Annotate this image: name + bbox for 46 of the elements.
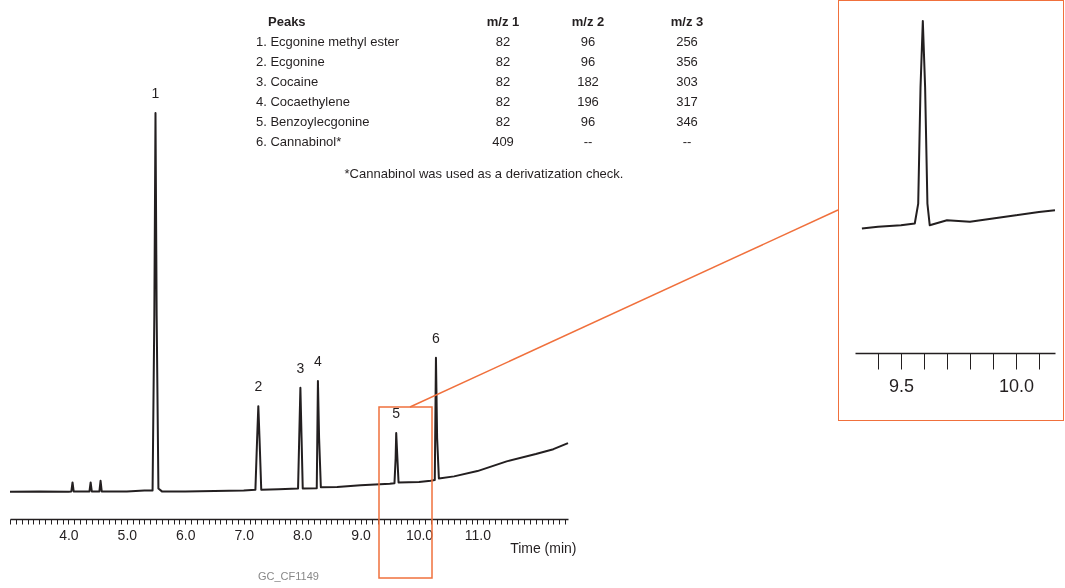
text: -- bbox=[682, 134, 692, 149]
x-tick-label: 6.0 bbox=[176, 526, 196, 543]
text: 96 bbox=[580, 114, 596, 129]
text: 82 bbox=[495, 54, 511, 69]
text: 3. Cocaine bbox=[256, 74, 319, 89]
text: 346 bbox=[676, 114, 698, 129]
text: -- bbox=[583, 134, 593, 149]
text: 82 bbox=[495, 74, 511, 89]
text: 2. Ecgonine bbox=[256, 54, 325, 69]
text: m/z 1 bbox=[486, 14, 520, 29]
annotation: 5 bbox=[392, 404, 401, 421]
annotation: 82 bbox=[495, 114, 511, 129]
x-tick-label: 4.0 bbox=[59, 526, 79, 543]
text: 356 bbox=[676, 54, 698, 69]
x-tick-label: 7.0 bbox=[234, 526, 255, 543]
text: m/z 2 bbox=[571, 14, 605, 29]
text: 1. Ecgonine methyl ester bbox=[256, 34, 400, 49]
text: Peaks bbox=[268, 14, 306, 29]
text: m/z 3 bbox=[670, 14, 704, 29]
x-tick-label: 10.0 bbox=[998, 375, 1034, 396]
text: 256 bbox=[676, 34, 698, 49]
annotation: 1 bbox=[151, 85, 160, 101]
annotation: 409 bbox=[492, 134, 514, 149]
x-tick-label: 5.0 bbox=[117, 526, 138, 543]
text: 96 bbox=[580, 54, 596, 69]
x-tick-label: 9.5 bbox=[888, 375, 914, 396]
annotation: 2 bbox=[254, 378, 263, 395]
annotation: 6. Cannabinol* bbox=[256, 134, 342, 149]
x-axis-title: Time (min) bbox=[510, 539, 577, 556]
annotation: 6 bbox=[432, 329, 441, 346]
x-tick-label: 11.0 bbox=[464, 526, 492, 543]
text: 82 bbox=[495, 34, 511, 49]
annotation: 5. Benzoylecgonine bbox=[256, 114, 370, 129]
text: GC_CF1149 bbox=[258, 570, 319, 582]
text: 82 bbox=[495, 94, 511, 109]
annotation: 3 bbox=[296, 359, 305, 376]
annotation: 4 bbox=[314, 352, 323, 369]
text: 317 bbox=[676, 94, 698, 109]
x-tick-label: 9.0 bbox=[351, 526, 372, 543]
text: 96 bbox=[580, 34, 596, 49]
text: 196 bbox=[577, 94, 599, 109]
annotation: *Cannabinol was used as a derivatization check. bbox=[344, 166, 624, 181]
x-tick-label: 8.0 bbox=[292, 526, 313, 543]
text: 4. Cocaethylene bbox=[256, 94, 350, 109]
text: 303 bbox=[676, 74, 698, 89]
text: 182 bbox=[577, 74, 599, 89]
